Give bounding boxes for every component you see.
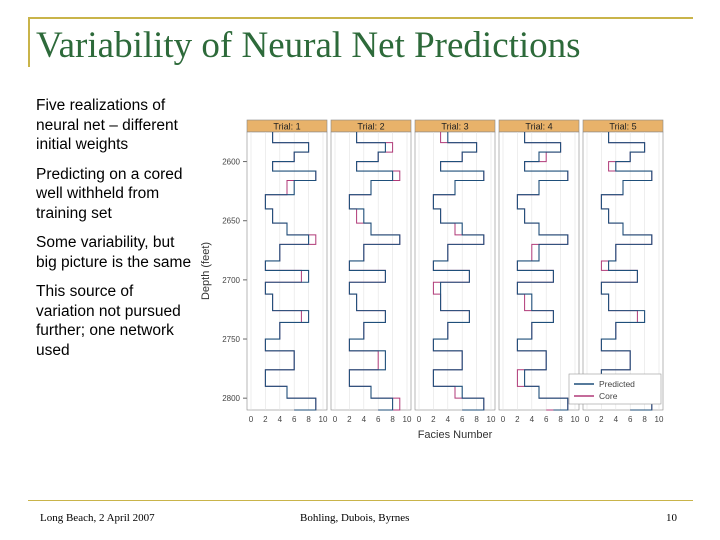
- bullet-item: Some variability, but big picture is the…: [36, 234, 192, 271]
- x-tick-label: 2: [347, 415, 352, 424]
- x-axis-label: Facies Number: [418, 429, 493, 441]
- x-tick-label: 8: [306, 415, 311, 424]
- panel-header-label: Trial: 4: [525, 122, 552, 132]
- panel-header-label: Trial: 5: [609, 122, 636, 132]
- legend-box: [568, 373, 662, 405]
- x-tick-label: 8: [390, 415, 395, 424]
- panel-frame: [330, 131, 412, 411]
- x-tick-label: 10: [403, 415, 412, 424]
- panel-frame: [246, 131, 328, 411]
- x-tick-label: 8: [642, 415, 647, 424]
- x-tick-label: 0: [249, 415, 254, 424]
- predicted-series-line: [348, 132, 401, 411]
- legend-label-core: Core: [599, 391, 618, 401]
- y-tick-label: 2800: [222, 394, 240, 403]
- panel-frame: [414, 131, 496, 411]
- footer-event: Long Beach, 2 April 2007: [40, 512, 155, 524]
- x-tick-label: 8: [558, 415, 563, 424]
- panel-header-label: Trial: 1: [273, 122, 300, 132]
- x-tick-label: 4: [530, 415, 535, 424]
- accent-frame-horizontal: [28, 17, 693, 19]
- y-axis-label: Depth (feet): [200, 242, 212, 300]
- y-tick-label: 2750: [222, 335, 240, 344]
- x-tick-label: 0: [417, 415, 422, 424]
- panel-header-label: Trial: 3: [441, 122, 468, 132]
- x-tick-label: 6: [292, 415, 297, 424]
- legend-label-predicted: Predicted: [599, 379, 635, 389]
- x-tick-label: 2: [599, 415, 604, 424]
- predicted-series-line: [600, 132, 653, 411]
- slide-title: Variability of Neural Net Predictions: [36, 25, 581, 66]
- footer-authors: Bohling, Dubois, Byrnes: [300, 512, 410, 524]
- x-tick-label: 6: [460, 415, 465, 424]
- y-tick-label: 2650: [222, 217, 240, 226]
- x-tick-label: 2: [263, 415, 268, 424]
- x-tick-label: 6: [628, 415, 633, 424]
- x-tick-label: 4: [278, 415, 283, 424]
- x-tick-label: 4: [362, 415, 367, 424]
- x-tick-label: 10: [655, 415, 664, 424]
- x-tick-label: 4: [614, 415, 619, 424]
- x-tick-label: 0: [333, 415, 338, 424]
- x-tick-label: 10: [319, 415, 328, 424]
- page-number: 10: [666, 512, 677, 524]
- x-tick-label: 10: [487, 415, 496, 424]
- x-tick-label: 2: [431, 415, 436, 424]
- x-tick-label: 4: [446, 415, 451, 424]
- x-tick-label: 6: [544, 415, 549, 424]
- panel-frame: [498, 131, 580, 411]
- bullet-item: This source of variation not pursued fur…: [36, 283, 181, 359]
- x-tick-label: 10: [571, 415, 580, 424]
- bullet-list: Five realizations of neural net – differ…: [36, 96, 196, 370]
- bullet-item: Predicting on a cored well withheld from…: [36, 165, 183, 222]
- footer-divider: [28, 500, 693, 501]
- predicted-series-line: [264, 132, 317, 411]
- x-tick-label: 0: [501, 415, 506, 424]
- bullet-item: Five realizations of neural net – differ…: [36, 97, 178, 153]
- y-tick-label: 2700: [222, 276, 240, 285]
- panel-frame: [582, 131, 664, 411]
- x-tick-label: 8: [474, 415, 479, 424]
- panel-header-label: Trial: 2: [357, 122, 384, 132]
- x-tick-label: 0: [585, 415, 590, 424]
- y-tick-label: 2600: [222, 158, 240, 167]
- x-tick-label: 2: [515, 415, 520, 424]
- accent-frame-vertical: [28, 17, 30, 67]
- x-tick-label: 6: [376, 415, 381, 424]
- predicted-series-line: [516, 132, 569, 411]
- predicted-series-line: [432, 132, 485, 411]
